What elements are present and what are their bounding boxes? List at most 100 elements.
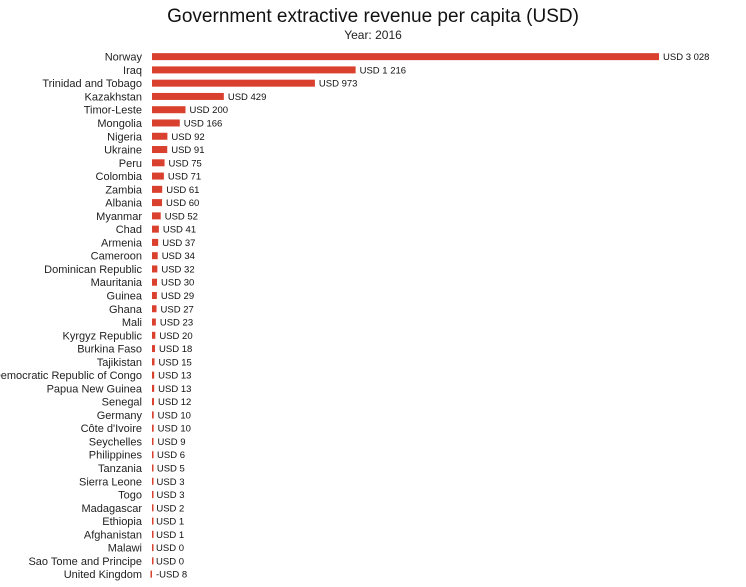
category-label: Senegal xyxy=(102,397,142,409)
bar xyxy=(152,252,158,260)
bar xyxy=(152,265,158,273)
bar xyxy=(152,185,163,193)
category-label: Colombia xyxy=(96,171,143,183)
bar xyxy=(152,345,156,353)
value-label: USD 60 xyxy=(166,198,199,209)
bar xyxy=(152,92,224,100)
value-label: USD 20 xyxy=(159,331,192,342)
bar xyxy=(152,291,157,299)
value-label: USD 3 028 xyxy=(663,52,709,63)
value-label: USD 1 xyxy=(156,530,184,541)
category-label: Dominican Republic xyxy=(44,264,142,276)
bar xyxy=(152,305,157,313)
bar xyxy=(152,530,154,538)
category-label: Sao Tome and Principe xyxy=(28,556,142,568)
bar xyxy=(152,318,156,326)
category-label: Democratic Republic of Congo xyxy=(0,370,142,382)
category-label: Kyrgyz Republic xyxy=(63,330,143,342)
bar xyxy=(152,384,155,392)
bar xyxy=(152,238,159,246)
bar xyxy=(152,504,154,512)
category-label: Albania xyxy=(105,198,143,210)
chart-title: Government extractive revenue per capita… xyxy=(167,6,579,27)
category-label: Ukraine xyxy=(104,145,142,157)
category-label: Myanmar xyxy=(96,211,142,223)
category-label: United Kingdom xyxy=(64,569,142,581)
category-label: Nigeria xyxy=(107,131,143,143)
category-label: Seychelles xyxy=(89,436,143,448)
bar xyxy=(152,464,154,472)
value-label: USD 5 xyxy=(157,464,185,475)
category-label: Kazakhstan xyxy=(85,91,142,103)
bar xyxy=(152,119,180,127)
value-label: USD 13 xyxy=(158,371,191,382)
value-label: USD 3 xyxy=(157,477,185,488)
value-label: USD 34 xyxy=(162,251,195,262)
bar xyxy=(152,79,315,87)
category-label: Papua New Guinea xyxy=(47,383,143,395)
category-label: Norway xyxy=(105,52,143,64)
bar xyxy=(152,66,356,74)
category-label: Mali xyxy=(122,317,142,329)
value-label: USD 200 xyxy=(189,105,228,116)
bar xyxy=(152,225,159,233)
bar xyxy=(152,477,154,485)
value-label: USD 18 xyxy=(159,344,192,355)
bar xyxy=(152,199,163,207)
value-label: USD 27 xyxy=(161,304,194,315)
value-label: USD 75 xyxy=(169,158,202,169)
category-label: Mauritania xyxy=(91,277,143,289)
category-label: Tanzania xyxy=(98,463,143,475)
value-label: USD 61 xyxy=(166,185,199,196)
value-label: USD 41 xyxy=(163,225,196,236)
bar xyxy=(152,106,186,114)
bar xyxy=(152,398,155,406)
value-label: USD 9 xyxy=(158,437,186,448)
bar xyxy=(152,371,155,379)
value-label: USD 52 xyxy=(165,211,198,222)
category-label: Timor-Leste xyxy=(84,105,142,117)
category-label: Burkina Faso xyxy=(77,344,142,356)
category-label: Peru xyxy=(119,158,142,170)
chart-subtitle: Year: 2016 xyxy=(344,28,402,42)
bar xyxy=(152,172,164,180)
bar xyxy=(152,358,155,366)
category-label: Togo xyxy=(118,490,142,502)
category-label: Afghanistan xyxy=(84,529,142,541)
category-label: Philippines xyxy=(89,450,143,462)
category-label: Germany xyxy=(97,410,143,422)
category-label: Trinidad and Tobago xyxy=(42,78,142,90)
category-label: Ghana xyxy=(109,304,143,316)
value-label: USD 32 xyxy=(161,264,194,275)
bar xyxy=(152,53,659,61)
category-label: Côte d'Ivoire xyxy=(81,423,142,435)
value-label: USD 29 xyxy=(161,291,194,302)
value-label: USD 30 xyxy=(161,278,194,289)
value-label: USD 10 xyxy=(158,424,191,435)
bar xyxy=(152,331,156,339)
value-label: USD 12 xyxy=(158,397,191,408)
value-label: USD 37 xyxy=(162,238,195,249)
category-label: Cameroon xyxy=(91,251,142,263)
value-label: USD 15 xyxy=(159,357,192,368)
bar xyxy=(152,159,165,167)
value-label: USD 91 xyxy=(171,145,204,156)
value-label: USD 3 xyxy=(157,490,185,501)
value-label: -USD 8 xyxy=(156,570,187,581)
value-label: USD 1 xyxy=(156,517,184,528)
bar xyxy=(152,212,161,220)
value-label: USD 6 xyxy=(157,450,185,461)
category-label: Zambia xyxy=(105,184,143,196)
value-label: USD 23 xyxy=(160,318,193,329)
bar xyxy=(152,146,168,154)
category-label: Armenia xyxy=(101,237,143,249)
value-label: USD 92 xyxy=(171,132,204,143)
category-label: Tajikistan xyxy=(97,357,142,369)
bar xyxy=(152,411,154,419)
bar xyxy=(152,132,168,140)
bar xyxy=(150,570,152,578)
bar xyxy=(152,491,154,499)
value-label: USD 1 216 xyxy=(360,65,406,76)
category-label: Malawi xyxy=(108,543,142,555)
